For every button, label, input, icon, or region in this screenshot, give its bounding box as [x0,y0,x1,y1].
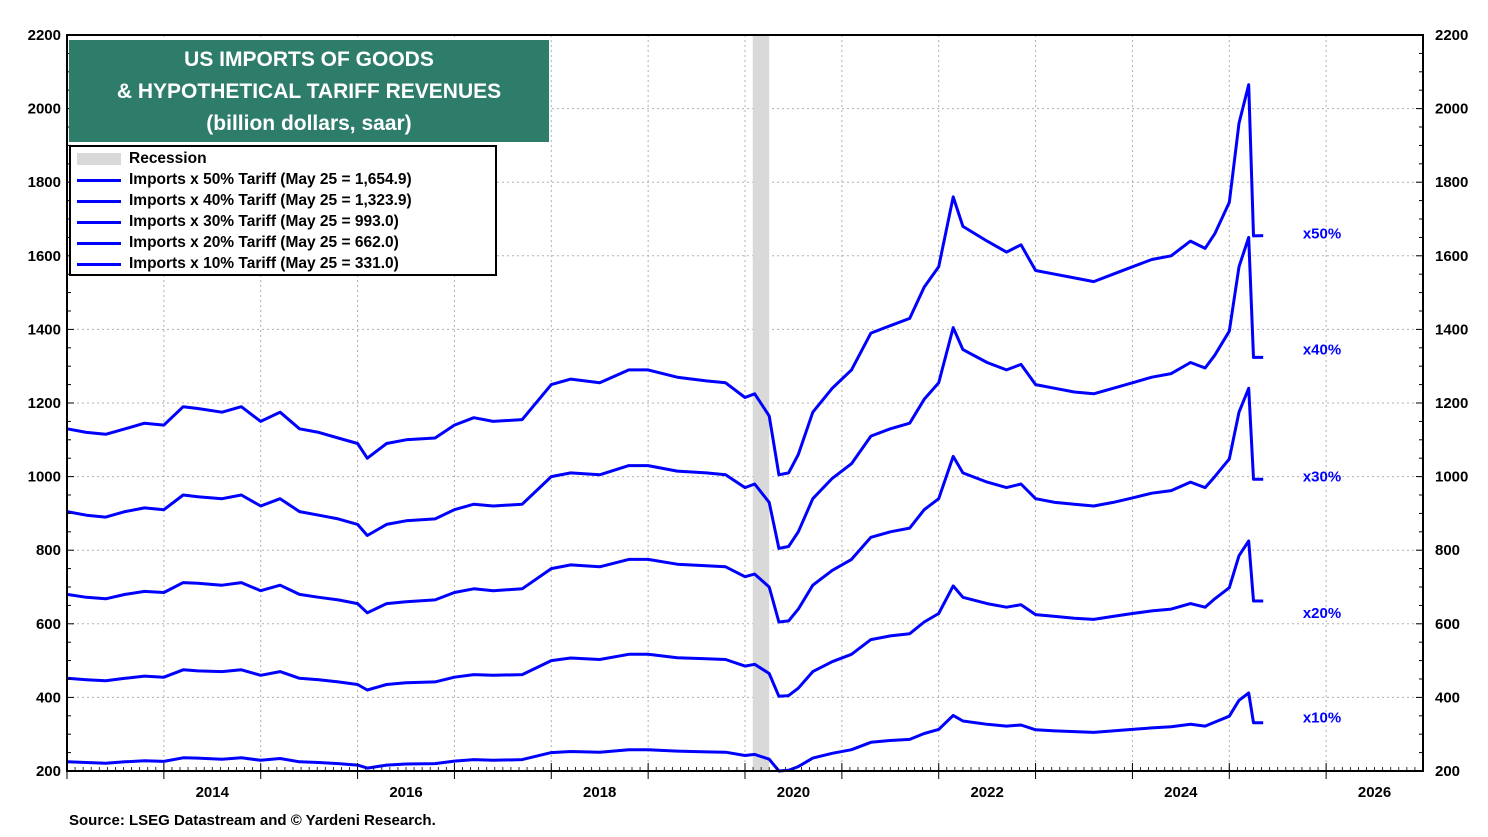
y-tick-label-left: 2200 [28,27,61,44]
x-tick-label: 2014 [196,784,230,801]
x-tick-label: 2022 [970,784,1003,801]
y-tick-label-left: 1800 [28,174,61,191]
legend-item-20: Imports x 20% Tariff (May 25 = 662.0) [77,233,399,253]
series-line [66,386,1264,624]
y-tick-label-right: 1400 [1435,321,1468,338]
legend-swatch [77,220,121,224]
source-note: Source: LSEG Datastream and © Yardeni Re… [69,812,436,829]
legend-swatch [77,262,121,266]
y-tick-label-right: 2000 [1435,101,1468,118]
series-end-label: x50% [1303,226,1341,243]
legend-label: Imports x 40% Tariff (May 25 = 1,323.9) [129,192,412,209]
x-tick-label: 2016 [389,784,422,801]
legend-label: Recession [129,150,207,167]
legend-item-50: Imports x 50% Tariff (May 25 = 1,654.9) [77,170,412,190]
x-tick-label: 2018 [583,784,616,801]
legend-item-30: Imports x 30% Tariff (May 25 = 993.0) [77,212,399,232]
y-tick-label-right: 1000 [1435,469,1468,486]
chart-title: US IMPORTS OF GOODS & HYPOTHETICAL TARIF… [69,40,549,142]
x-tick-label: 2024 [1164,784,1198,801]
y-tick-label-right: 1600 [1435,248,1468,265]
y-tick-label-right: 400 [1435,689,1460,706]
axis-ticks [66,34,1424,779]
series-line [66,691,1264,773]
legend-swatch [77,178,121,182]
y-tick-label-left: 2000 [28,101,61,118]
legend-item-10: Imports x 10% Tariff (May 25 = 331.0) [77,254,399,274]
legend-item-recession: Recession [77,149,207,169]
title-line-1: US IMPORTS OF GOODS [184,48,434,71]
series-end-labels: x50% x40% x30% x20% x10% [1303,226,1341,727]
series-line [66,539,1264,698]
y-tick-label-right: 800 [1435,542,1460,559]
y-tick-label-left: 600 [36,616,61,633]
y-tick-label-right: 200 [1435,763,1460,780]
series-end-label: x20% [1303,605,1341,622]
legend-label: Imports x 30% Tariff (May 25 = 993.0) [129,213,399,230]
series-lines [66,83,1264,773]
y-tick-label-right: 600 [1435,616,1460,633]
legend-label: Imports x 50% Tariff (May 25 = 1,654.9) [129,171,412,188]
y-tick-label-left: 1600 [28,248,61,265]
y-tick-label-left: 200 [36,763,61,780]
x-tick-label: 2020 [777,784,810,801]
legend-swatch [77,241,121,245]
series-line [66,83,1264,477]
y-tick-label-left: 1200 [28,395,61,412]
legend-swatch [77,153,121,165]
y-tick-label-right: 1200 [1435,395,1468,412]
y-tick-label-right: 1800 [1435,174,1468,191]
y-tick-label-left: 800 [36,542,61,559]
x-tick-label: 2026 [1358,784,1391,801]
y-tick-label-left: 1400 [28,321,61,338]
legend-label: Imports x 20% Tariff (May 25 = 662.0) [129,234,399,251]
legend-swatch [77,199,121,203]
axis-labels: 200 200 400 400 600 600 800 800 1000 1000 1200 1200… [28,27,1469,801]
series-end-label: x40% [1303,342,1341,359]
legend-item-40: Imports x 40% Tariff (May 25 = 1,323.9) [77,191,412,211]
y-tick-label-left: 400 [36,689,61,706]
series-end-label: x10% [1303,710,1341,727]
y-tick-label-left: 1000 [28,469,61,486]
y-tick-label-right: 2200 [1435,27,1468,44]
title-line-3: (billion dollars, saar) [206,112,412,135]
legend: Recession Imports x 50% Tariff (May 25 =… [69,145,497,276]
legend-label: Imports x 10% Tariff (May 25 = 331.0) [129,255,399,272]
series-line [66,235,1264,550]
series-end-label: x30% [1303,469,1341,486]
title-line-2: & HYPOTHETICAL TARIFF REVENUES [116,80,502,103]
